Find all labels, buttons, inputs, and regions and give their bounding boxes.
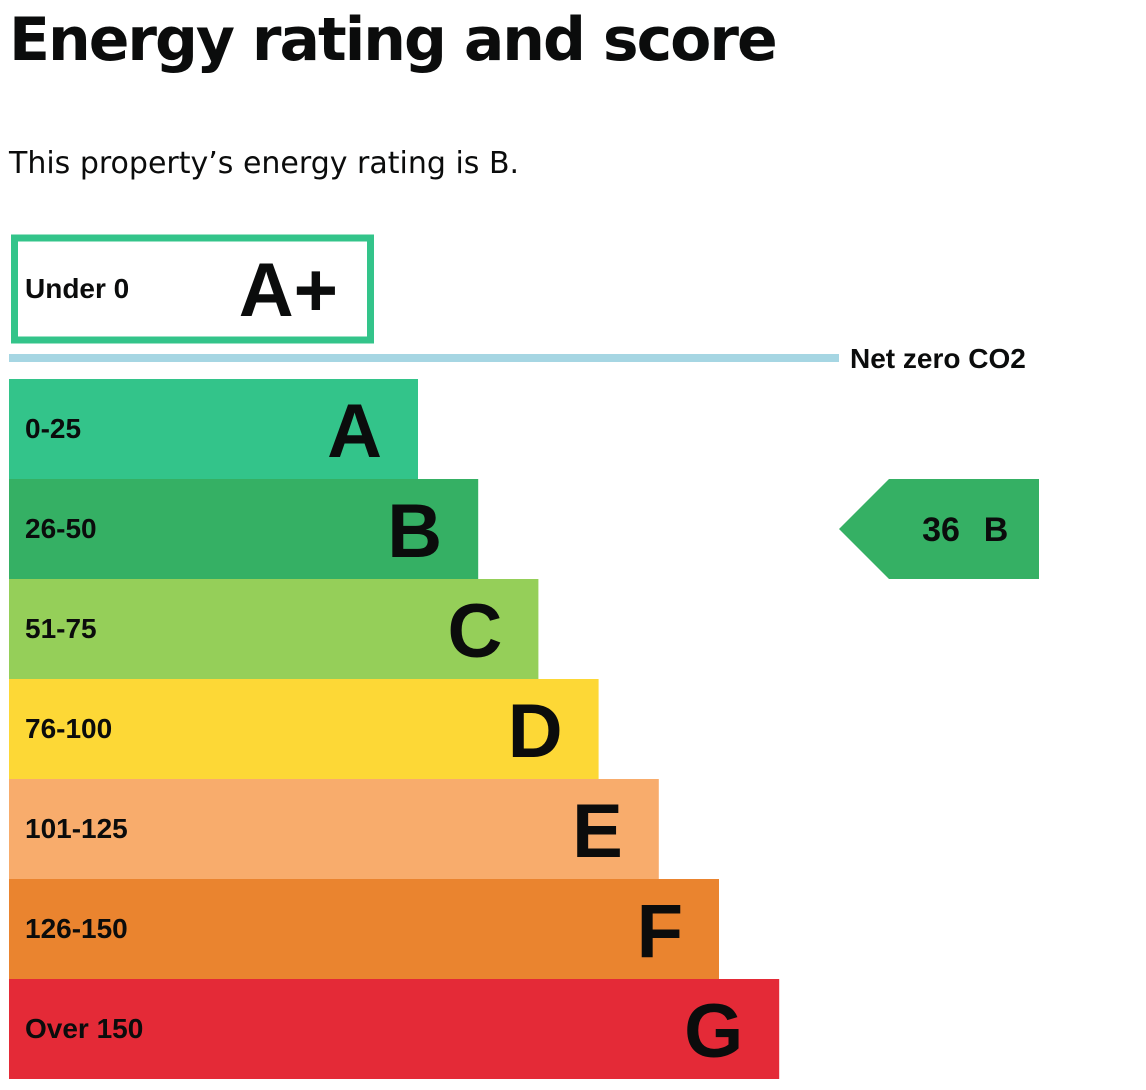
band-e-letter: E (572, 789, 623, 874)
band-a-plus: Under 0 A+ (11, 234, 374, 344)
rating-summary: This property’s energy rating is B. (9, 146, 520, 181)
band-d: 76-100 D (9, 679, 599, 779)
band-b-bar (9, 479, 479, 579)
band-a-plus-box (11, 234, 374, 344)
band-g-range: Over 150 (25, 1013, 143, 1044)
page-title: Energy rating and score (9, 5, 778, 75)
band-d-letter: D (508, 689, 563, 774)
band-f: 126-150 F (9, 879, 719, 979)
band-b-letter: B (387, 489, 442, 574)
band-a-plus-range: Under 0 (25, 273, 129, 304)
band-e-range: 101-125 (25, 813, 128, 844)
current-rating-letter: B (984, 511, 1009, 549)
band-g: Over 150 G (9, 979, 780, 1079)
band-g-letter: G (684, 989, 743, 1074)
current-score: 36 (922, 511, 960, 549)
band-c-letter: C (448, 589, 503, 674)
band-a-plus-letter: A+ (239, 248, 338, 333)
net-zero-label: Net zero CO2 (850, 343, 1026, 374)
current-rating-arrow (839, 479, 1039, 579)
band-e: 101-125 E (9, 779, 659, 879)
band-c-range: 51-75 (25, 613, 97, 644)
current-rating-marker: 36 B (839, 479, 1039, 579)
band-a: 0-25 A (9, 379, 418, 479)
band-c-bar (9, 579, 539, 679)
band-g-bar (9, 979, 780, 1079)
band-a-letter: A (327, 389, 382, 474)
band-f-bar (9, 879, 719, 979)
band-a-bar (9, 379, 418, 479)
band-a-range: 0-25 (25, 413, 81, 444)
band-e-bar (9, 779, 659, 879)
band-b: 26-50 B (9, 479, 479, 579)
rating-bands: Under 0 A+0-25 A26-50 B51-75 C76-100 D101-125… (9, 234, 780, 1079)
band-f-letter: F (637, 889, 683, 974)
band-d-range: 76-100 (25, 713, 112, 744)
band-f-range: 126-150 (25, 913, 128, 944)
band-d-bar (9, 679, 599, 779)
band-c: 51-75 C (9, 579, 539, 679)
band-b-range: 26-50 (25, 513, 97, 544)
